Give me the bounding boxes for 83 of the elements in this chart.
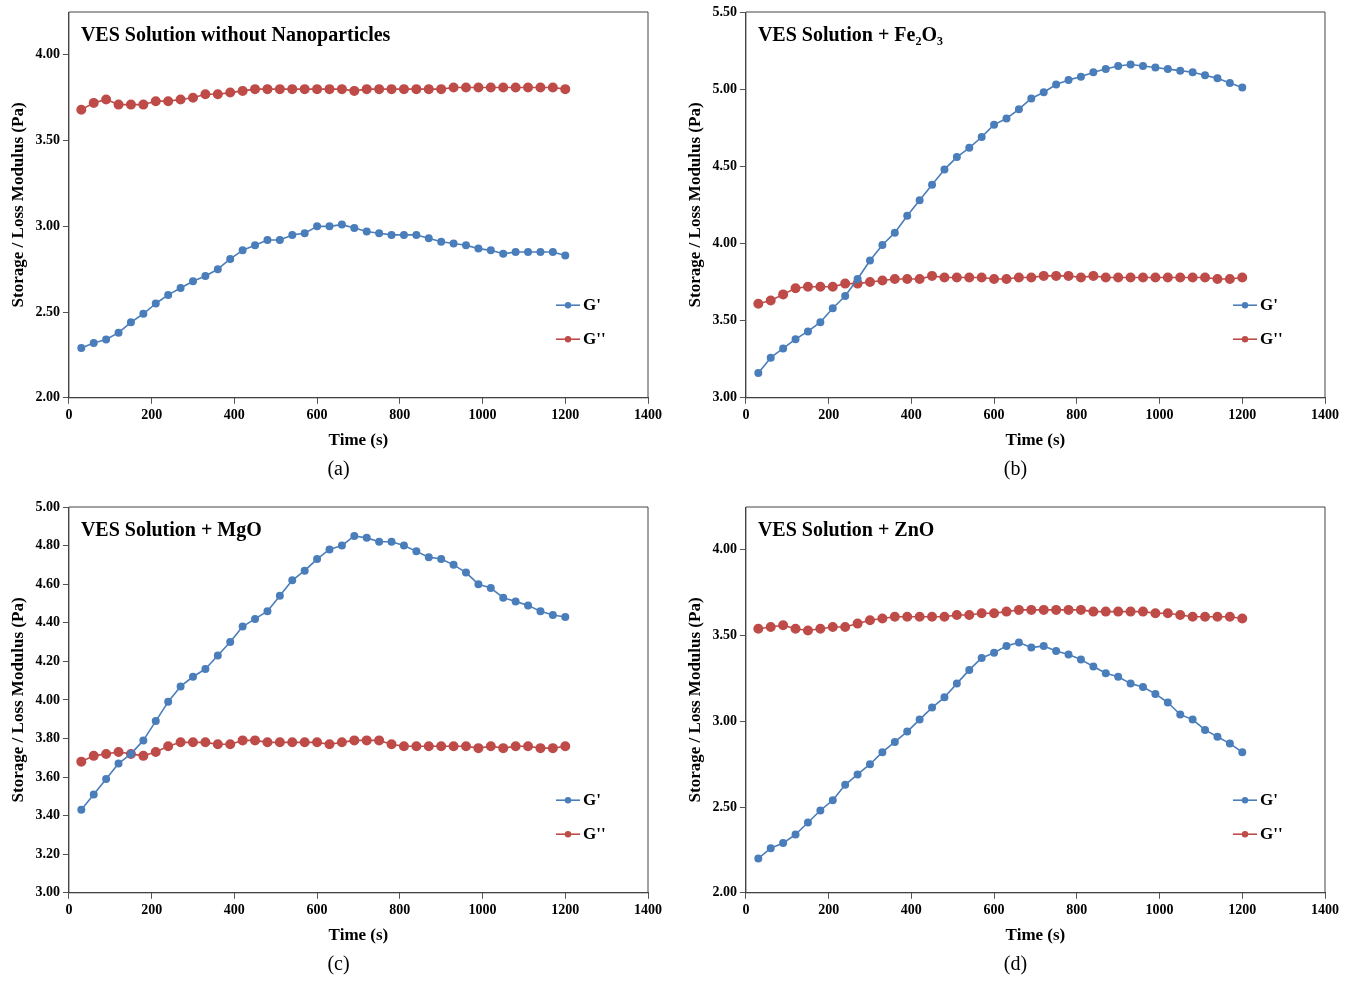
x-tick-label: 1000 [468,406,497,422]
y-tick-label: 4.40 [35,614,60,630]
legend-label: G' [583,789,601,809]
y-tick-label: 5.50 [712,3,737,19]
legend-label: G' [1260,294,1278,314]
y-tick-label: 3.20 [35,845,60,861]
x-tick-label: 400 [900,406,922,422]
y-tick-label: 4.50 [712,157,737,173]
x-tick-label: 1200 [1228,406,1257,422]
x-tick-label: 0 [742,901,750,917]
x-tick-label: 400 [223,901,245,917]
x-tick-label: 400 [223,406,245,422]
y-axis-title: Storage / Loss Modulus (Pa) [7,102,27,308]
x-axis-title: Time (s) [328,925,389,945]
x-tick-label: 1000 [468,901,497,917]
x-tick-label: 1200 [1228,901,1257,917]
y-tick-label: 4.60 [35,575,60,591]
x-axis-title: Time (s) [1005,925,1066,945]
x-tick-label: 1000 [1145,406,1174,422]
x-tick-label: 0 [742,406,750,422]
y-tick-label: 2.50 [35,303,60,319]
x-tick-label: 600 [983,901,1005,917]
x-tick-label: 0 [65,901,73,917]
y-tick-label: 5.00 [712,80,737,96]
y-tick-label: 3.40 [35,807,60,823]
y-tick-label: 4.00 [35,691,60,707]
x-tick-label: 1400 [634,406,662,422]
x-axis-title: Time (s) [1005,430,1066,450]
y-tick-label: 3.60 [35,768,60,784]
x-tick-label: 1400 [634,901,662,917]
y-tick-label: 2.50 [712,798,737,814]
x-axis-title: Time (s) [328,430,389,450]
text: (d) [1002,952,1029,975]
y-tick-label: 3.00 [35,884,60,900]
text: (a) [326,457,351,480]
x-tick-label: 0 [65,406,73,422]
y-tick-label: 2.00 [712,884,737,900]
x-tick-label: 800 [389,406,411,422]
y-tick-label: 4.20 [35,652,60,668]
y-tick-label: 3.50 [35,132,60,148]
y-tick-label: 4.00 [35,46,60,62]
x-tick-label: 800 [389,901,411,917]
text: (c) [326,952,351,975]
text: VES Solution + MgO [80,518,262,542]
legend-label: G'' [1260,328,1283,348]
x-tick-label: 1400 [1311,406,1339,422]
y-tick-label: 4.00 [712,541,737,557]
legend-label: G'' [583,823,606,843]
legend-label: G'' [1260,823,1283,843]
legend-label: G' [1260,789,1278,809]
y-tick-label: 3.50 [712,312,737,328]
y-axis-title: Storage / Loss Modulus (Pa) [684,597,704,803]
y-tick-label: 3.50 [712,627,737,643]
y-axis-title: Storage / Loss Modulus (Pa) [7,597,27,803]
legend-label: G'' [583,328,606,348]
x-tick-label: 1200 [551,901,580,917]
text: VES Solution + Fe₂O₃ [757,23,943,46]
y-tick-label: 3.00 [712,389,737,405]
y-tick-label: 3.80 [35,730,60,746]
y-tick-label: 4.00 [712,235,737,251]
y-tick-label: 5.00 [35,498,60,514]
x-tick-label: 600 [306,406,328,422]
x-tick-label: 1000 [1145,901,1174,917]
x-tick-label: 600 [983,406,1005,422]
x-tick-label: 600 [306,901,328,917]
y-axis-title: Storage / Loss Modulus (Pa) [684,102,704,308]
x-tick-label: 1400 [1311,901,1339,917]
x-tick-label: 800 [1066,901,1088,917]
y-tick-label: 2.00 [35,389,60,405]
legend-label: G' [583,294,601,314]
text: VES Solution + ZnO [757,518,935,541]
x-tick-label: 400 [900,901,922,917]
x-tick-label: 200 [141,406,163,422]
x-tick-label: 200 [818,901,840,917]
text: (b) [1002,457,1029,480]
y-tick-label: 4.80 [35,537,60,553]
y-tick-label: 3.00 [712,712,737,728]
x-tick-label: 200 [141,901,163,917]
x-tick-label: 800 [1066,406,1088,422]
x-tick-label: 1200 [551,406,580,422]
y-tick-label: 3.00 [35,217,60,233]
text: VES Solution without Nanoparticles [80,23,391,47]
x-tick-label: 200 [818,406,840,422]
